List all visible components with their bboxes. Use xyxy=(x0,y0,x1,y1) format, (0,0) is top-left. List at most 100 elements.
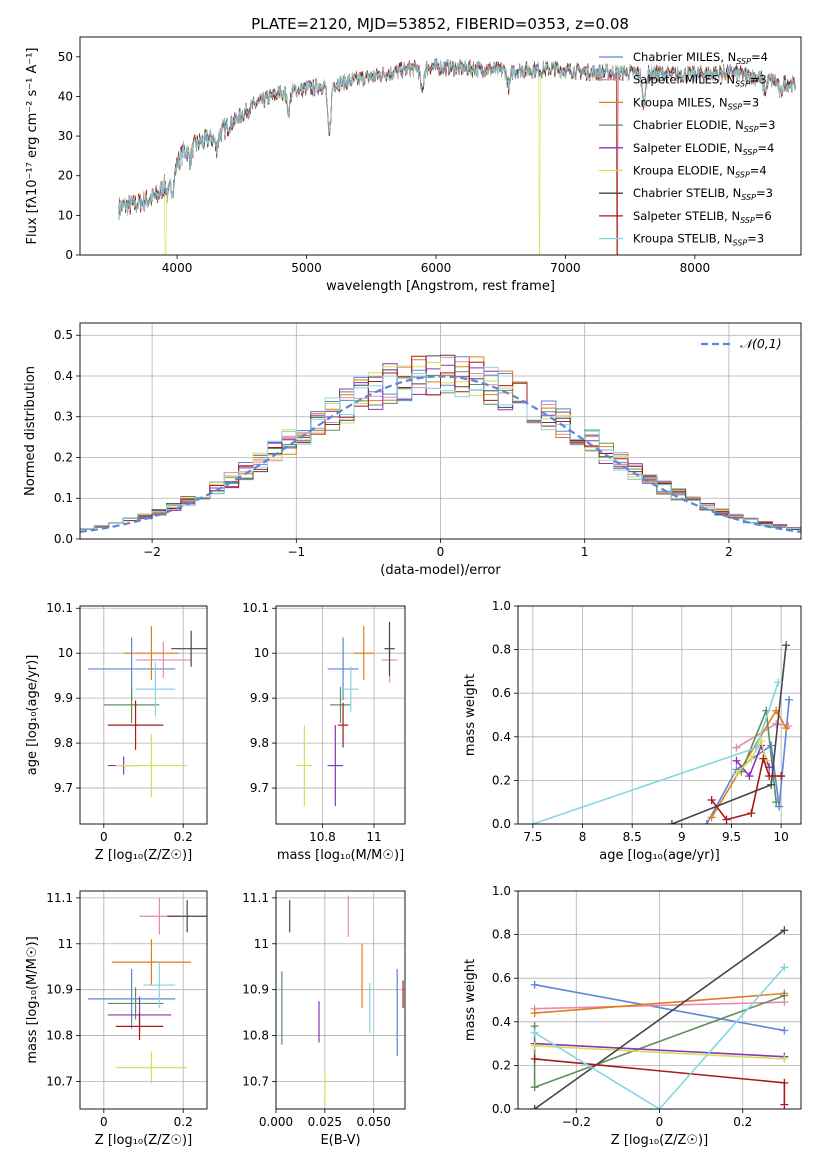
legend-subscript: SSP xyxy=(744,125,759,134)
errorbar-kroupa-stelib xyxy=(343,666,359,712)
y-tick-label: 0.0 xyxy=(492,1102,511,1116)
series-marker xyxy=(774,678,783,687)
legend-subscript: SSP xyxy=(740,216,755,225)
legend-count: =3 xyxy=(750,73,767,87)
series-marker xyxy=(780,1100,789,1109)
x-tick-label: 0 xyxy=(656,1115,664,1129)
y-tick-label: 10.8 xyxy=(46,1029,73,1043)
y-tick-label: 0.6 xyxy=(492,686,511,700)
series-marker xyxy=(759,754,768,763)
errorbar-chabrier-stelib xyxy=(167,900,207,933)
y-tick-label: 0.2 xyxy=(54,450,73,464)
errorbars xyxy=(296,621,398,807)
grid xyxy=(518,890,801,1110)
series-salpeter-miles xyxy=(530,998,789,1013)
series-marker xyxy=(655,1105,664,1109)
series-marker xyxy=(530,1054,539,1063)
y-axis-label: mass [log₁₀(M/M☉)] xyxy=(25,936,40,1063)
legend-subscript: SSP xyxy=(735,171,750,180)
x-tick-label: 7000 xyxy=(550,261,581,275)
ticks: −2 −1 0 1 2 0.0 0.1 0.2 0.3 0.4 0.5 xyxy=(54,328,733,559)
series-line xyxy=(534,983,785,1032)
legend-label: Salpeter ELODIE, NSSP=4 xyxy=(633,141,774,157)
series-marker xyxy=(782,641,791,650)
legend-subscript: SSP xyxy=(728,102,743,111)
legend-subscript: SSP xyxy=(741,193,756,202)
errorbar-kroupa-elodie xyxy=(115,1051,188,1084)
axes-frame xyxy=(517,890,802,1110)
y-tick-label: 20 xyxy=(58,169,73,183)
errorbars xyxy=(87,897,207,1084)
x-tick-label: 8.5 xyxy=(623,830,642,844)
errorbar-kroupa-miles xyxy=(353,626,375,681)
errorbar-chabrier-elodie xyxy=(107,987,164,1020)
x-tick-label: 6000 xyxy=(421,261,452,275)
series-marker xyxy=(745,772,754,781)
errorbars xyxy=(87,626,207,798)
y-tick-label: 0.0 xyxy=(492,817,511,831)
legend-count: =3 xyxy=(742,95,759,109)
y-tick-label: 10.7 xyxy=(242,1074,269,1088)
series-marker xyxy=(767,741,776,750)
y-tick-label: 0.1 xyxy=(54,491,73,505)
ticks: 4000 5000 6000 7000 8000 0 10 20 30 40 50 xyxy=(58,50,710,275)
legend-count: =3 xyxy=(759,118,776,132)
y-tick-label: 0.8 xyxy=(492,928,511,942)
y-tick-label: 9.9 xyxy=(54,691,73,705)
errorbar-kroupa-stelib xyxy=(143,962,176,1009)
ticks: −0.2 0 0.2 0.0 0.2 0.4 0.6 0.8 1.0 xyxy=(492,884,752,1129)
series-marker xyxy=(732,769,741,778)
spectrum-salpeter-miles xyxy=(118,60,796,255)
x-tick-label: 8000 xyxy=(680,261,711,275)
series-marker xyxy=(767,780,776,789)
series-marker xyxy=(530,1028,539,1037)
errorbar-chabrier-elodie xyxy=(330,686,351,723)
x-tick-label: 4000 xyxy=(162,261,193,275)
y-tick-label: 10.1 xyxy=(242,601,269,615)
y-tick-label: 9.9 xyxy=(250,691,269,705)
y-tick-label: 9.7 xyxy=(54,781,73,795)
y-tick-label: 50 xyxy=(58,50,73,64)
series-marker xyxy=(530,1041,539,1050)
series-kroupa-stelib xyxy=(528,678,783,824)
x-tick-label: −2 xyxy=(143,545,161,559)
series-line xyxy=(534,1045,785,1060)
y-tick-label: 0.4 xyxy=(492,1015,511,1029)
y-axis-label: Normed distribution xyxy=(23,366,38,496)
series-line xyxy=(534,992,785,1014)
series-marker xyxy=(785,695,794,704)
series-kroupa-stelib xyxy=(530,963,789,1109)
x-axis-label: (data-model)/error xyxy=(380,563,501,578)
axes-frame xyxy=(79,36,802,256)
legend-subscript: SSP xyxy=(736,57,751,66)
spectrum-panel: 4000 5000 6000 7000 8000 0 10 20 30 40 50 wavelengt… xyxy=(25,36,802,294)
y-tick-label: 10 xyxy=(58,208,73,222)
series-chabrier-stelib xyxy=(530,926,789,1109)
normal-reference-curve xyxy=(80,375,801,533)
y-tick-label: 10.8 xyxy=(242,1029,269,1043)
axes-frame xyxy=(79,890,208,1110)
residuals-panel: −2 −1 0 1 2 0.0 0.1 0.2 0.3 0.4 0.5 (data-model)/er… xyxy=(23,322,802,578)
errorbar-chabrier-stelib xyxy=(171,630,207,667)
legend-label: Chabrier MILES, NSSP=4 xyxy=(633,50,768,66)
series-line xyxy=(534,929,785,1109)
y-axis-label: mass weight xyxy=(463,674,478,756)
series-marker xyxy=(780,1026,789,1035)
x-tick-label: 11 xyxy=(366,830,381,844)
y-tick-label: 9.8 xyxy=(54,736,73,750)
x-tick-label: 0 xyxy=(437,545,445,559)
legend-count: =3 xyxy=(747,232,764,246)
ticks: 0.000 0.025 0.050 10.7 10.8 10.9 11 11.1 xyxy=(242,891,391,1129)
y-tick-label: 0 xyxy=(65,248,73,262)
series-marker xyxy=(530,1105,539,1109)
series-marker xyxy=(707,796,716,805)
legend-label: Kroupa ELODIE, NSSP=4 xyxy=(633,164,767,180)
y-tick-label: 10 xyxy=(254,646,269,660)
grid xyxy=(80,891,207,1109)
x-tick-label: 9 xyxy=(678,830,686,844)
legend-count: =4 xyxy=(751,50,768,64)
x-axis-label: Z [log₁₀(Z/Z☉)] xyxy=(611,1133,708,1148)
mass-weight-vs-metallicity-panel: −0.2 0 0.2 0.0 0.2 0.4 0.6 0.8 1.0 Z [log₁₀(Z/Z☉)… xyxy=(463,884,802,1148)
y-tick-label: 11 xyxy=(254,937,269,951)
x-tick-label: 5000 xyxy=(291,261,322,275)
